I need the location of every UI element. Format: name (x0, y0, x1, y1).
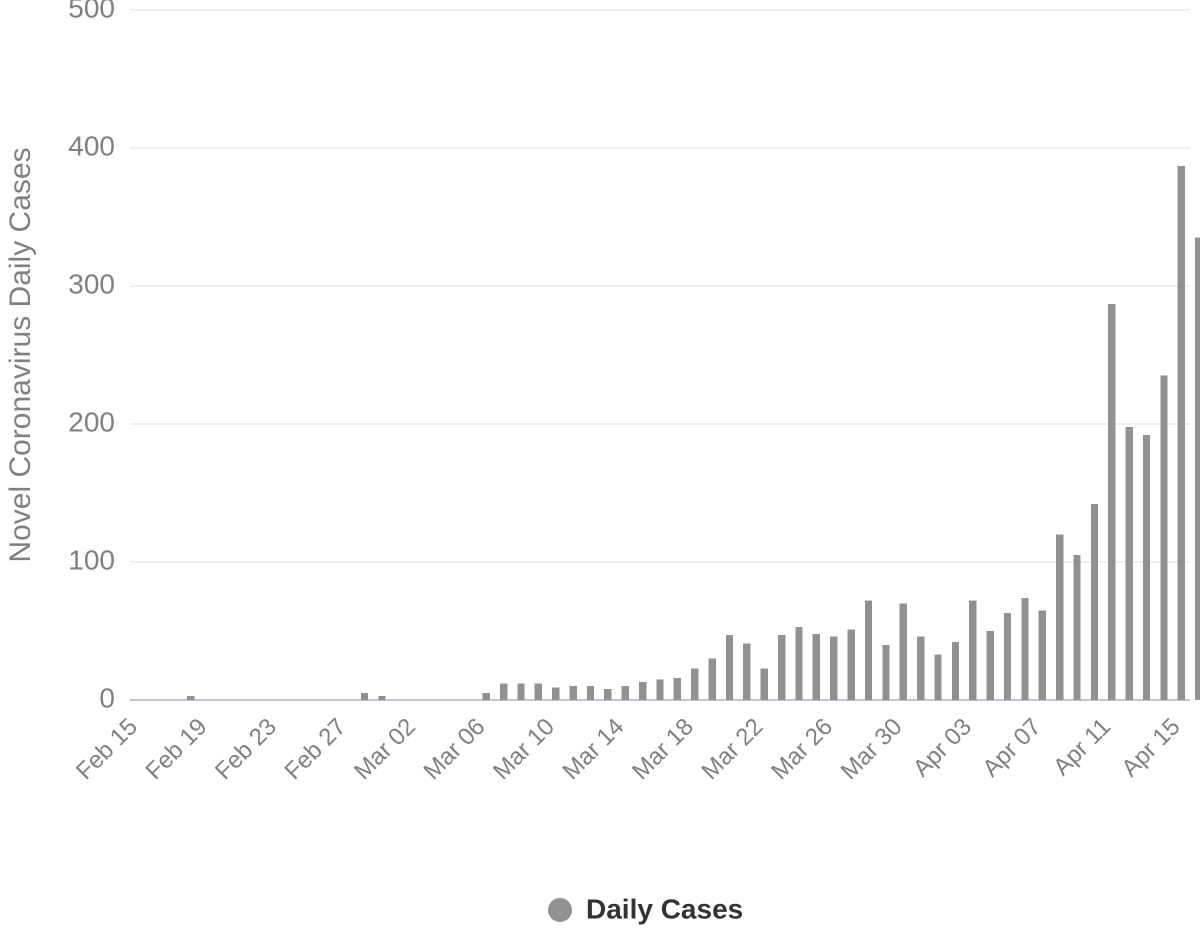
bar (1178, 166, 1185, 700)
bar (813, 634, 820, 700)
bar (1056, 534, 1063, 700)
bar (847, 630, 854, 700)
bar (969, 601, 976, 700)
bar (622, 686, 629, 700)
bar (1108, 304, 1115, 700)
y-tick-label: 400 (68, 130, 115, 161)
bar (708, 659, 715, 700)
bar (934, 654, 941, 700)
bar (604, 689, 611, 700)
bar (361, 693, 368, 700)
bar (726, 635, 733, 700)
bar (378, 696, 385, 700)
y-axis-title: Novel Coronavirus Daily Cases (4, 147, 37, 562)
bar (187, 696, 194, 700)
bar (865, 601, 872, 700)
bar (587, 686, 594, 700)
bar (1073, 555, 1080, 700)
bar (795, 627, 802, 700)
daily-cases-bar-chart: 0100200300400500Feb 15Feb 19Feb 23Feb 27… (0, 0, 1200, 952)
y-tick-label: 200 (68, 406, 115, 437)
y-tick-label: 300 (68, 268, 115, 299)
legend-marker (548, 898, 572, 922)
bar (1126, 427, 1133, 700)
y-tick-label: 500 (68, 0, 115, 23)
bar (830, 637, 837, 700)
bar (882, 645, 889, 700)
bar (552, 688, 559, 700)
bar (483, 693, 490, 700)
bar (900, 603, 907, 700)
y-tick-label: 100 (68, 544, 115, 575)
bar (917, 637, 924, 700)
bar (500, 683, 507, 700)
bar (1091, 504, 1098, 700)
bar (987, 631, 994, 700)
bar (639, 682, 646, 700)
y-tick-label: 0 (99, 682, 115, 713)
bar (743, 643, 750, 700)
bar (691, 668, 698, 700)
bar (1143, 435, 1150, 700)
bar (1004, 613, 1011, 700)
bar (656, 679, 663, 700)
bar (778, 635, 785, 700)
legend-label: Daily Cases (586, 893, 743, 924)
bar (761, 668, 768, 700)
bar (1039, 610, 1046, 700)
bar (1021, 598, 1028, 700)
bar (952, 642, 959, 700)
bar (517, 683, 524, 700)
bar (674, 678, 681, 700)
bar (1195, 238, 1200, 700)
bar (1160, 376, 1167, 700)
bar (569, 686, 576, 700)
bar (535, 683, 542, 700)
